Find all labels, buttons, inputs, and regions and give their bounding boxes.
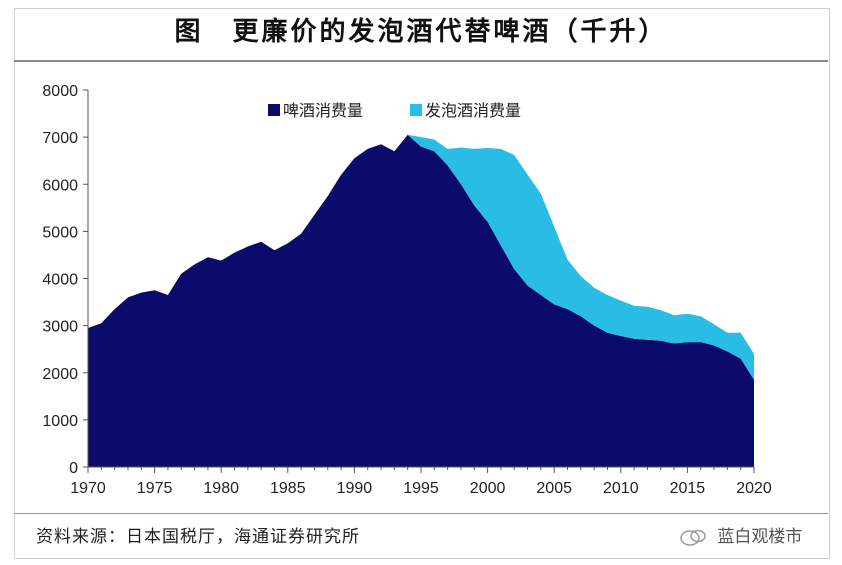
x-tick-label: 1985 bbox=[270, 480, 306, 497]
legend-label-2: 发泡酒消费量 bbox=[425, 101, 521, 120]
x-tick-label: 2000 bbox=[470, 480, 506, 497]
watermark-logo-icon bbox=[680, 529, 706, 546]
chart-title: 图 更廉价的发泡酒代替啤酒（千升） bbox=[174, 17, 668, 47]
axes-group: 0 1000 2000 3000 4000 5000 6000 7000 8000 1970 197… bbox=[42, 83, 771, 497]
x-tick-label: 1980 bbox=[203, 480, 239, 497]
title-divider bbox=[14, 60, 828, 62]
y-tick-label: 8000 bbox=[42, 83, 78, 100]
legend-swatch-1 bbox=[268, 104, 280, 116]
x-tick-label: 1990 bbox=[337, 480, 373, 497]
y-tick-label: 2000 bbox=[42, 366, 78, 383]
source-note: 资料来源：日本国税厅，海通证券研究所 bbox=[36, 527, 360, 547]
y-tick-label: 5000 bbox=[42, 224, 78, 241]
legend-label-1: 啤酒消费量 bbox=[283, 101, 363, 120]
x-tick-label: 2015 bbox=[670, 480, 706, 497]
watermark-text: 蓝白观楼市 bbox=[717, 527, 803, 547]
footer-divider bbox=[14, 513, 828, 514]
y-tick-label: 1000 bbox=[42, 413, 78, 430]
x-tick-label: 1970 bbox=[70, 480, 106, 497]
y-tick-label: 0 bbox=[69, 460, 78, 477]
area-series-1 bbox=[88, 134, 754, 468]
legend: 啤酒消费量 发泡酒消费量 bbox=[268, 101, 521, 120]
x-tick-label: 2010 bbox=[603, 480, 639, 497]
x-tick-label: 1995 bbox=[403, 480, 439, 497]
x-tick-label: 2020 bbox=[736, 480, 772, 497]
watermark: 蓝白观楼市 bbox=[680, 522, 802, 552]
y-tick-label: 6000 bbox=[42, 177, 78, 194]
y-tick-label: 4000 bbox=[42, 272, 78, 289]
legend-swatch-2 bbox=[410, 104, 422, 116]
x-tick-label: 1975 bbox=[137, 480, 173, 497]
y-tick-label: 7000 bbox=[42, 130, 78, 147]
area-series-2 bbox=[88, 134, 754, 380]
area-series-group bbox=[88, 134, 754, 468]
y-tick-label: 3000 bbox=[42, 319, 78, 336]
x-tick-label: 2005 bbox=[536, 480, 572, 497]
